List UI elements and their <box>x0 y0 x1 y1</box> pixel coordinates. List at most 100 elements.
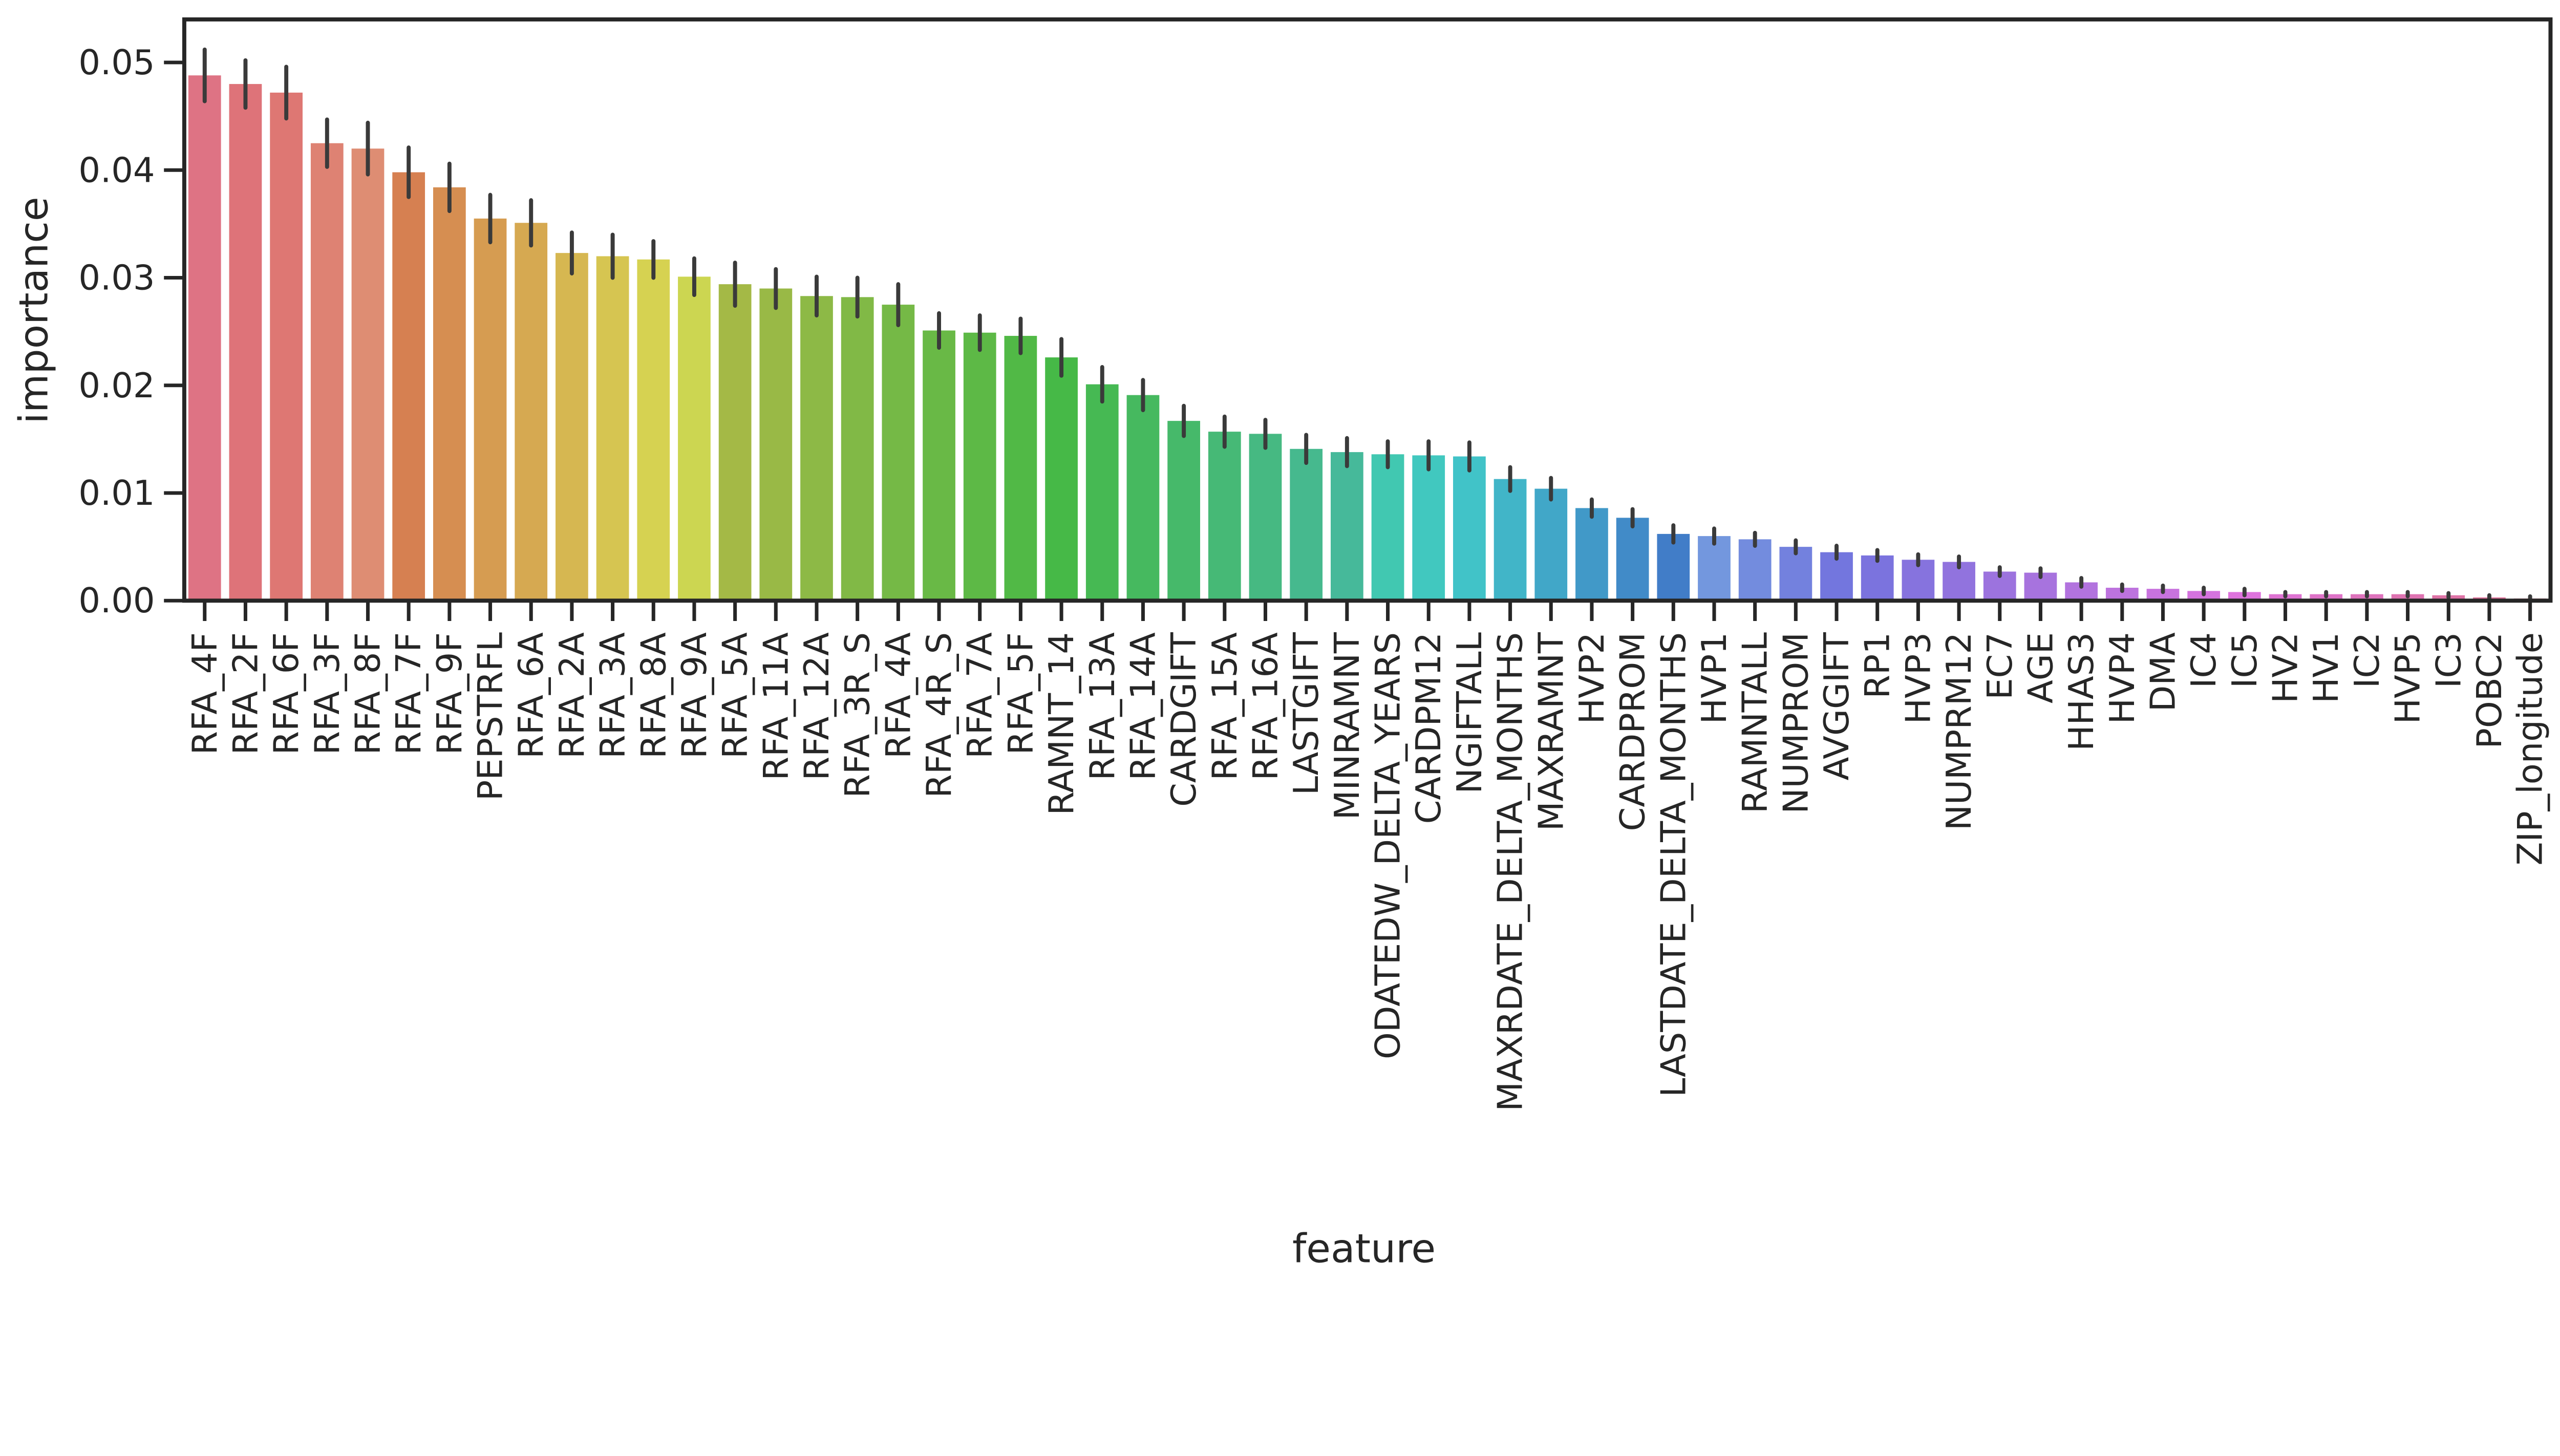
bar-RFA_11A <box>759 288 793 601</box>
bar-RP1 <box>1861 555 1894 601</box>
y-tick-label: 0.01 <box>78 473 155 513</box>
x-tick-label: RFA_13A <box>1082 632 1122 781</box>
bar-RFA_3R_S <box>841 297 874 601</box>
bar-RFA_4A <box>882 305 915 601</box>
x-axis-label: feature <box>1292 1226 1436 1272</box>
bar-RFA_8F <box>351 148 385 601</box>
bar-CARDGIFT <box>1167 421 1200 601</box>
x-tick-label: RFA_3F <box>307 632 347 755</box>
y-axis-ticks: 0.00 0.01 0.02 0.03 0.04 0.05 <box>78 42 184 620</box>
x-tick-label: RAMNTALL <box>1735 632 1775 813</box>
x-tick-label: HVP2 <box>1572 632 1612 724</box>
bar-RFA_3A <box>596 256 629 601</box>
x-tick-label: IC5 <box>2225 632 2265 688</box>
x-tick-label: RFA_12A <box>797 632 837 781</box>
x-tick-label: NGIFTALL <box>1449 632 1489 794</box>
bar-RFA_2F <box>229 84 262 601</box>
x-tick-label: RFA_14A <box>1123 632 1163 781</box>
x-tick-label: POBC2 <box>2469 632 2509 748</box>
bar-MAXRDATE_DELTA_MONTHS <box>1494 479 1527 601</box>
x-tick-label: NUMPRM12 <box>1939 632 1979 830</box>
y-tick-label: 0.03 <box>78 258 155 298</box>
x-tick-label: PEPSTRFL <box>471 632 510 801</box>
x-tick-label: RFA_15A <box>1205 632 1245 781</box>
x-tick-label: RFA_2F <box>225 632 265 755</box>
x-tick-label: RFA_7A <box>960 632 1000 759</box>
bar-MAXRAMNT <box>1534 488 1568 601</box>
x-tick-label: RFA_8F <box>348 632 388 755</box>
bar-RFA_3F <box>310 143 344 601</box>
bar-RFA_12A <box>800 296 833 601</box>
x-tick-label: AVGGIFT <box>1817 632 1857 780</box>
bar-HVP1 <box>1698 536 1731 601</box>
x-tick-label: RFA_3R_S <box>838 632 878 798</box>
x-tick-label: ZIP_longitude <box>2510 632 2550 865</box>
plot-frame <box>182 17 2553 603</box>
bar-RFA_4F <box>188 75 221 601</box>
x-tick-label: RFA_2A <box>552 632 592 759</box>
x-tick-label: MAXRAMNT <box>1531 632 1571 831</box>
bar-RFA_7A <box>963 332 996 601</box>
x-tick-label: CARDPROM <box>1613 632 1653 831</box>
bar-MINRAMNT <box>1330 452 1363 601</box>
x-tick-label: RFA_4A <box>878 632 918 759</box>
x-tick-label: NUMPROM <box>1776 632 1816 814</box>
x-tick-label: RFA_9A <box>674 632 714 759</box>
x-tick-label: IC4 <box>2184 632 2224 688</box>
x-tick-label: MINRAMNT <box>1327 632 1367 820</box>
y-tick-label: 0.04 <box>78 150 155 190</box>
bar-PEPSTRFL <box>474 218 507 601</box>
x-tick-label: RFA_3A <box>593 632 633 759</box>
bar-RFA_13A <box>1085 384 1119 601</box>
x-tick-label: RFA_5F <box>1000 632 1040 755</box>
bar-RFA_8A <box>637 259 670 601</box>
x-tick-label: RFA_5A <box>715 632 755 759</box>
x-tick-label: RFA_8A <box>633 632 673 759</box>
x-tick-label: RFA_4R_S <box>919 632 959 798</box>
x-tick-label: RAMNT_14 <box>1041 632 1081 815</box>
x-tick-label: LASTGIFT <box>1286 632 1326 795</box>
x-tick-label: CARDGIFT <box>1164 632 1204 807</box>
x-tick-label: CARDPM12 <box>1409 632 1448 824</box>
x-tick-label: EC7 <box>1980 632 2020 700</box>
x-tick-label: RFA_16A <box>1245 632 1285 781</box>
x-tick-label: RFA_6A <box>511 632 551 759</box>
y-tick-label: 0.00 <box>78 581 155 620</box>
y-tick-label: 0.02 <box>78 366 155 405</box>
x-tick-label: HHAS3 <box>2061 632 2101 751</box>
bar-CARDPM12 <box>1412 455 1445 601</box>
bar-NUMPROM <box>1779 547 1812 601</box>
x-tick-label: IC3 <box>2428 632 2468 688</box>
bar-RFA_15A <box>1208 432 1241 601</box>
y-axis-label: importance <box>11 197 57 423</box>
bar-RFA_16A <box>1249 434 1282 601</box>
x-tick-label: IC2 <box>2347 632 2387 688</box>
bar-RAMNTALL <box>1738 539 1772 601</box>
x-tick-label: HV1 <box>2306 632 2346 703</box>
x-tick-label: LASTDATE_DELTA_MONTHS <box>1653 632 1693 1097</box>
bar-RFA_7F <box>392 172 425 601</box>
bar-RFA_9F <box>433 187 466 601</box>
x-tick-label: HVP3 <box>1898 632 1938 724</box>
bar-RFA_6F <box>270 92 303 601</box>
bar-LASTGIFT <box>1290 448 1323 601</box>
bars-group <box>188 75 2547 601</box>
x-tick-label: MAXRDATE_DELTA_MONTHS <box>1490 632 1530 1111</box>
x-tick-label: RFA_6F <box>266 632 306 755</box>
x-tick-label: HVP1 <box>1694 632 1734 724</box>
bar-RFA_9A <box>678 276 711 601</box>
bar-RFA_2A <box>556 253 588 601</box>
x-tick-label: RFA_11A <box>756 632 796 781</box>
bar-RFA_5F <box>1004 336 1037 601</box>
bar-RAMNT_14 <box>1045 357 1078 601</box>
bar-LASTDATE_DELTA_MONTHS <box>1657 533 1690 601</box>
x-tick-label: HVP4 <box>2102 632 2142 724</box>
y-tick-label: 0.05 <box>78 42 155 82</box>
x-tick-label: DMA <box>2143 632 2183 712</box>
bar-RFA_4R_S <box>923 330 955 601</box>
bar-RFA_6A <box>515 223 548 601</box>
x-axis-ticks: RFA_4F RFA_2F RFA_6F RFA_3F RFA_8F RFA_7F RFA_… <box>185 601 2550 1111</box>
feature-importance-chart: 0.00 0.01 0.02 0.03 0.04 0.05 RFA_4F RFA_2F RFA… <box>11 17 2553 1272</box>
bar-NGIFTALL <box>1453 456 1486 601</box>
bar-RFA_5A <box>718 284 752 601</box>
